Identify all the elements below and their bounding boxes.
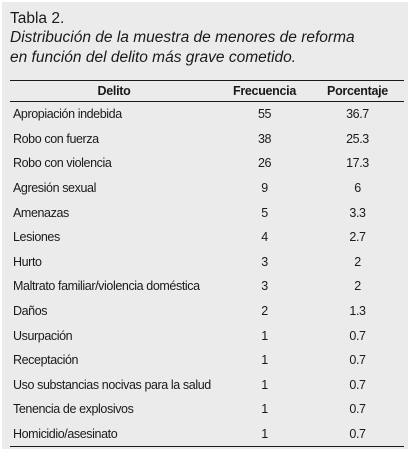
cell-frecuencia: 38 [257, 131, 272, 146]
table-panel: Tabla 2. Distribución de la muestra de m… [2, 2, 408, 449]
cell-porcentaje: 0.7 [311, 421, 404, 448]
table-row: Usurpación 1 0.7 [10, 323, 404, 348]
cell-delito: Maltrato familiar/violencia doméstica [13, 279, 200, 294]
table-row: Hurto 3 2 [10, 250, 404, 275]
cell-frecuencia: 4 [261, 230, 268, 245]
table-row: Amenazas 5 3.3 [10, 200, 404, 225]
data-table: Delito Frecuencia Porcentaje Apropiación… [10, 80, 404, 448]
table-row: Robo con violencia 26 17.3 [10, 151, 404, 176]
table-row: Lesiones 4 2.7 [10, 225, 404, 250]
table-row: Robo con fuerza 38 25.3 [10, 127, 404, 152]
cell-delito: Daños [13, 304, 48, 319]
cell-porcentaje: 0.7 [349, 377, 366, 392]
cell-delito: Hurto [13, 254, 42, 269]
cell-porcentaje: 2 [354, 254, 361, 269]
cell-frecuencia: 55 [257, 107, 272, 122]
cell-porcentaje: 3.3 [349, 205, 366, 220]
cell-porcentaje: 0.7 [349, 402, 366, 417]
cell-frecuencia: 1 [261, 328, 268, 343]
cell-frecuencia: 9 [261, 181, 268, 196]
cell-porcentaje: 2 [354, 279, 361, 294]
cell-frecuencia: 5 [261, 205, 268, 220]
header-frecuencia: Frecuencia [218, 80, 311, 102]
cell-delito: Usurpación [13, 328, 73, 343]
table-row: Apropiación indebida 55 36.7 [10, 102, 404, 127]
cell-porcentaje: 36.7 [346, 107, 369, 122]
cell-delito: Uso substancias nocivas para la salud [13, 377, 211, 392]
cell-frecuencia: 1 [261, 377, 268, 392]
cell-delito: Agresión sexual [13, 181, 96, 196]
cell-delito: Tenencia de explosivos [13, 402, 134, 417]
table-caption: Tabla 2. Distribución de la muestra de m… [10, 10, 406, 68]
cell-frecuencia: 3 [261, 279, 268, 294]
cell-porcentaje: 1.3 [349, 304, 366, 319]
cell-frecuencia: 1 [218, 421, 311, 448]
caption-line-1: Distribución de la muestra de menores de… [10, 29, 355, 46]
cell-frecuencia: 2 [261, 304, 268, 319]
cell-frecuencia: 3 [261, 254, 268, 269]
cell-delito: Robo con fuerza [13, 131, 99, 146]
cell-frecuencia: 26 [257, 156, 272, 171]
header-delito: Delito [10, 80, 218, 102]
table-row: Tenencia de explosivos 1 0.7 [10, 397, 404, 422]
cell-porcentaje: 6 [354, 181, 361, 196]
cell-delito: Robo con violencia [13, 156, 112, 171]
cell-delito: Lesiones [13, 230, 60, 245]
table-row: Agresión sexual 9 6 [10, 176, 404, 201]
cell-delito: Apropiación indebida [13, 107, 122, 122]
caption-line-2: en función del delito más grave cometido… [10, 49, 297, 66]
table-row: Uso substancias nocivas para la salud 1 … [10, 373, 404, 398]
table-row: Maltrato familiar/violencia doméstica 3 … [10, 274, 404, 299]
cell-porcentaje: 0.7 [349, 353, 366, 368]
cell-porcentaje: 2.7 [349, 230, 366, 245]
cell-porcentaje: 25.3 [346, 131, 369, 146]
table-row: Homicidio/asesinato 1 0.7 [10, 421, 404, 448]
table-row: Daños 2 1.3 [10, 299, 404, 324]
cell-delito: Receptación [13, 353, 79, 368]
table-header-row: Delito Frecuencia Porcentaje [10, 80, 404, 102]
header-porcentaje: Porcentaje [311, 80, 404, 102]
cell-porcentaje: 0.7 [349, 328, 366, 343]
cell-frecuencia: 1 [261, 353, 268, 368]
cell-delito: Homicidio/asesinato [10, 421, 218, 448]
cell-frecuencia: 1 [261, 402, 268, 417]
cell-delito: Amenazas [13, 205, 69, 220]
table-row: Receptación 1 0.7 [10, 348, 404, 373]
table-number: Tabla 2. [10, 10, 65, 27]
cell-porcentaje: 17.3 [346, 156, 369, 171]
